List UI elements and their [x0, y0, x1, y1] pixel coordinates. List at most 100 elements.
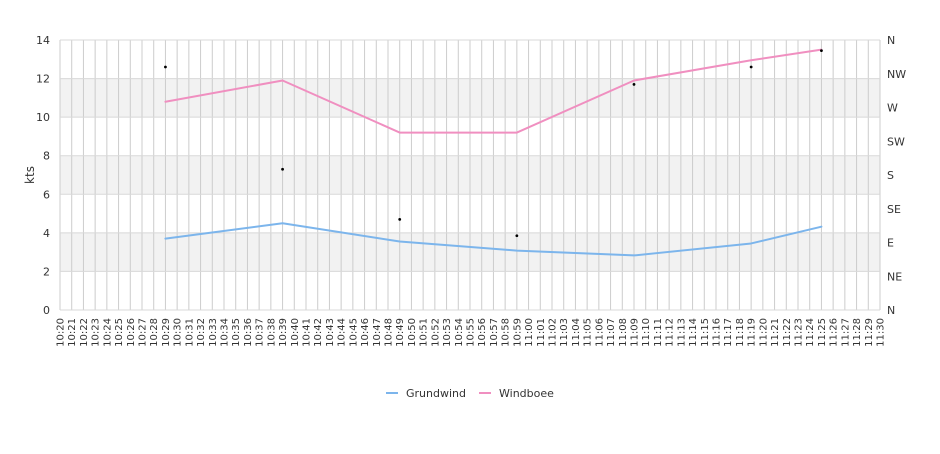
y-tick-label: 10 [36, 111, 50, 124]
x-tick-label: 10:58 [501, 318, 512, 347]
x-tick-label: 11:07 [606, 318, 617, 347]
x-tick-label: 10:35 [231, 318, 242, 347]
y-tick-label: 4 [43, 227, 50, 240]
x-tick-label: 11:16 [712, 318, 723, 347]
x-tick-label: 11:28 [852, 318, 863, 347]
x-tick-label: 11:27 [840, 318, 851, 347]
x-tick-label: 10:47 [372, 318, 383, 347]
x-tick-label: 10:29 [161, 318, 172, 347]
x-tick-label: 10:26 [126, 318, 137, 347]
x-tick-label: 11:29 [864, 318, 875, 347]
y-tick-label: 2 [43, 265, 50, 278]
direction-marker [398, 217, 402, 221]
y-axis-title: kts [23, 166, 37, 184]
x-tick-label: 10:36 [243, 318, 254, 347]
x-tick-label: 11:30 [876, 318, 887, 347]
x-tick-label: 10:40 [290, 318, 301, 347]
y2-tick-label: NW [887, 68, 906, 81]
legend-item-grundwind: Grundwind [386, 387, 466, 400]
y2-tick-label: E [887, 237, 894, 250]
legend-item-windboee: Windboee [479, 387, 554, 400]
x-tick-label: 11:24 [805, 318, 816, 347]
x-tick-label: 10:33 [208, 318, 219, 347]
direction-marker [281, 167, 284, 171]
direction-marker [515, 234, 519, 238]
x-tick-label: 10:30 [173, 318, 184, 347]
x-tick-label: 11:03 [559, 318, 570, 347]
x-tick-label: 11:20 [758, 318, 769, 347]
x-tick-label: 11:14 [688, 318, 699, 347]
series-line-windboee [164, 48, 823, 134]
x-tick-label: 10:22 [79, 318, 90, 347]
x-tick-label: 10:32 [196, 318, 207, 347]
y-tick-label: 0 [43, 304, 50, 317]
x-tick-label: 10:27 [138, 318, 149, 347]
x-tick-label: 11:13 [676, 318, 687, 347]
x-tick-label: 11:26 [829, 318, 840, 347]
x-tick-label: 11:17 [723, 318, 734, 347]
x-tick-label: 11:15 [700, 318, 711, 347]
x-tick-label: 10:52 [430, 318, 441, 347]
legend-label: Windboee [499, 387, 554, 400]
x-tick-label: 10:38 [266, 318, 277, 347]
x-tick-label: 11:22 [782, 318, 793, 347]
series-line-grundwind [164, 222, 823, 257]
x-tick-label: 10:34 [220, 318, 231, 347]
x-tick-label: 11:21 [770, 318, 781, 347]
x-tick-label: 10:25 [114, 318, 125, 347]
y2-tick-label: NE [887, 270, 902, 283]
direction-marker [749, 65, 753, 69]
x-tick-label: 10:31 [184, 318, 195, 347]
x-tick-label: 10:51 [419, 318, 430, 347]
x-tick-label: 10:41 [302, 318, 313, 347]
x-tick-label: 11:02 [548, 318, 559, 347]
x-tick-label: 11:04 [571, 318, 582, 347]
x-tick-label: 11:10 [641, 318, 652, 347]
legend-label: Grundwind [406, 387, 466, 400]
x-tick-label: 10:20 [56, 318, 67, 347]
y2-tick-label: N [887, 34, 895, 47]
x-tick-label: 11:12 [665, 318, 676, 347]
direction-marker [820, 49, 823, 53]
x-tick-label: 11:19 [747, 318, 758, 347]
x-tick-label: 10:24 [102, 318, 113, 347]
x-tick-label: 10:46 [360, 318, 371, 347]
x-tick-label: 10:23 [91, 318, 102, 347]
x-tick-label: 10:50 [407, 318, 418, 347]
x-tick-label: 10:43 [325, 318, 336, 347]
x-tick-label: 10:55 [466, 318, 477, 347]
x-tick-label: 10:54 [454, 318, 465, 347]
direction-marker [164, 65, 167, 69]
x-tick-label: 11:23 [794, 318, 805, 347]
x-tick-label: 10:57 [489, 318, 500, 347]
x-tick-label: 10:37 [255, 318, 266, 347]
y-tick-label: 12 [36, 73, 50, 86]
y-tick-label: 6 [43, 188, 50, 201]
x-tick-label: 11:08 [618, 318, 629, 347]
x-tick-label: 11:05 [583, 318, 594, 347]
y2-tick-label: SW [887, 135, 905, 148]
y2-tick-label: S [887, 169, 894, 182]
y2-tick-label: W [887, 102, 898, 115]
x-tick-label: 10:53 [442, 318, 453, 347]
x-tick-label: 10:44 [337, 318, 348, 347]
x-tick-label: 10:48 [384, 318, 395, 347]
y-tick-label: 8 [43, 150, 50, 163]
x-tick-label: 10:28 [149, 318, 160, 347]
x-tick-label: 10:21 [67, 318, 78, 347]
x-tick-label: 10:56 [477, 318, 488, 347]
x-tick-label: 10:59 [512, 318, 523, 347]
x-tick-label: 11:18 [735, 318, 746, 347]
x-tick-label: 11:01 [536, 318, 547, 347]
x-tick-label: 10:49 [395, 318, 406, 347]
y2-tick-label: SE [887, 203, 901, 216]
x-tick-label: 11:09 [630, 318, 641, 347]
x-tick-label: 10:45 [348, 318, 359, 347]
x-tick-label: 11:11 [653, 318, 664, 347]
x-tick-label: 11:06 [594, 318, 605, 347]
direction-marker [632, 82, 636, 86]
y2-tick-label: N [887, 304, 895, 317]
y-tick-label: 14 [36, 34, 50, 47]
